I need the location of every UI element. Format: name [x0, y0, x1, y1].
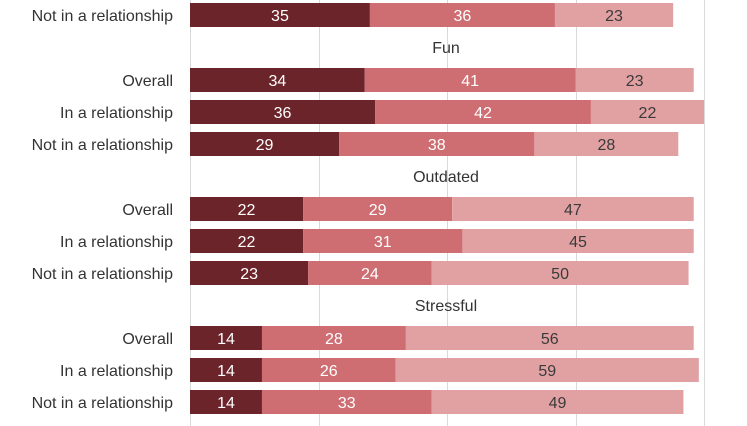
data-label: 23: [626, 73, 644, 90]
data-label: 36: [454, 8, 472, 25]
bar-group: Fun Overall 34 41 23 In a relationship 36 42 22 N…: [32, 40, 704, 156]
bar-segment: [190, 3, 370, 27]
data-label: 29: [369, 202, 387, 219]
bar-group: Stressful Overall 14 28 56 In a relationship 1…: [32, 298, 699, 414]
data-label: 36: [274, 105, 292, 122]
data-label: 38: [428, 137, 446, 154]
category-label: Not in a relationship: [32, 395, 174, 412]
bar-group: Outdated Overall 22 29 47 In a relationship 22…: [32, 169, 694, 285]
bar-row: Overall 22 29 47: [122, 197, 694, 221]
data-label: 29: [256, 137, 274, 154]
bar-segment: [190, 197, 304, 221]
category-label: In a relationship: [60, 234, 173, 251]
data-label: 49: [549, 395, 567, 412]
bar-segment: [575, 68, 694, 92]
bar-row: Not in a relationship 35 36 23: [32, 3, 674, 27]
bar-segment: [190, 326, 262, 350]
data-label: 22: [238, 234, 256, 251]
bar-segment: [261, 358, 396, 382]
category-label: Overall: [122, 73, 173, 90]
bar-segment: [395, 358, 699, 382]
bar-segment: [190, 390, 262, 414]
bar-segment: [534, 132, 679, 156]
data-label: 14: [217, 331, 235, 348]
data-label: 14: [217, 363, 235, 380]
data-label: 26: [320, 363, 338, 380]
category-label: In a relationship: [60, 363, 173, 380]
data-label: 33: [338, 395, 356, 412]
bar-row: Not in a relationship 29 38 28: [32, 132, 679, 156]
bar-segment: [303, 197, 453, 221]
bar-segment: [554, 3, 674, 27]
category-label: Not in a relationship: [32, 137, 174, 154]
data-label: 23: [605, 8, 623, 25]
data-label: 28: [325, 331, 343, 348]
data-label: 24: [361, 266, 379, 283]
data-label: 31: [374, 234, 392, 251]
bar-segment: [190, 358, 262, 382]
bar-segment: [405, 326, 694, 350]
group-title: Fun: [432, 40, 460, 57]
bar-segment: [303, 229, 463, 253]
group-title: Stressful: [415, 298, 477, 315]
bar-row: Overall 34 41 23: [122, 68, 694, 92]
bar-row: In a relationship 22 31 45: [60, 229, 694, 253]
category-label: Overall: [122, 331, 173, 348]
data-label: 47: [564, 202, 582, 219]
bar-segment: [190, 132, 340, 156]
bar-row: Overall 14 28 56: [122, 326, 694, 350]
data-label: 34: [268, 73, 286, 90]
bar-segment: [190, 68, 365, 92]
data-label: 22: [639, 105, 657, 122]
category-label: Not in a relationship: [32, 8, 174, 25]
bar-segment: [375, 100, 591, 124]
data-label: 59: [538, 363, 556, 380]
data-label: 28: [597, 137, 615, 154]
bar-segment: [462, 229, 694, 253]
category-label: Overall: [122, 202, 173, 219]
data-label: 50: [551, 266, 569, 283]
category-label: In a relationship: [60, 105, 173, 122]
bar-segment: [431, 261, 689, 285]
data-label: 56: [541, 331, 559, 348]
bar-row: Not in a relationship 23 24 50: [32, 261, 689, 285]
bar-row: In a relationship 14 26 59: [60, 358, 699, 382]
bar-segment: [339, 132, 535, 156]
bar-row: In a relationship 36 42 22: [60, 100, 704, 124]
data-label: 23: [240, 266, 258, 283]
group-title: Outdated: [413, 169, 479, 186]
bar-segment: [431, 390, 684, 414]
category-label: Not in a relationship: [32, 266, 174, 283]
bar-row: Not in a relationship 14 33 49: [32, 390, 684, 414]
data-label: 42: [474, 105, 492, 122]
bar-segment: [308, 261, 432, 285]
data-label: 45: [569, 234, 587, 251]
data-label: 22: [238, 202, 256, 219]
data-label: 41: [461, 73, 479, 90]
data-label: 35: [271, 8, 289, 25]
bar-segment: [190, 261, 309, 285]
bar-segment: [369, 3, 555, 27]
bar-segment: [364, 68, 576, 92]
bar-group: Not in a relationship 35 36 23: [32, 3, 674, 27]
bar-segment: [190, 100, 376, 124]
data-label: 14: [217, 395, 235, 412]
bar-segment: [590, 100, 704, 124]
bar-segment: [261, 326, 406, 350]
bar-segment: [452, 197, 694, 221]
bar-segment: [190, 229, 304, 253]
bar-segment: [261, 390, 432, 414]
